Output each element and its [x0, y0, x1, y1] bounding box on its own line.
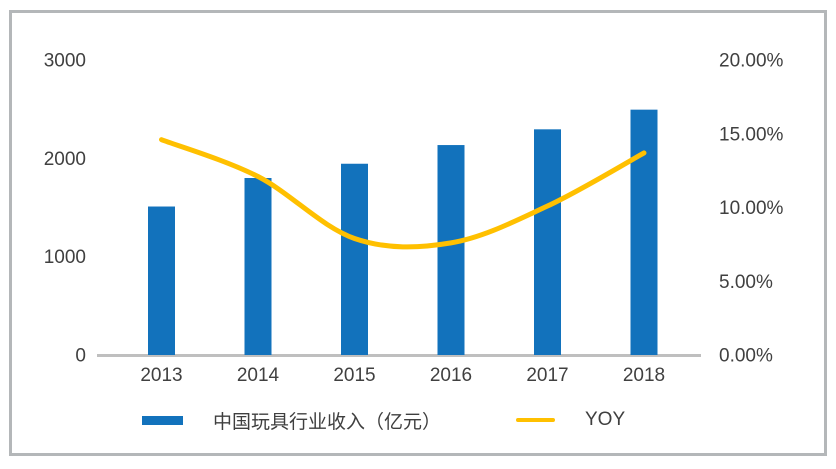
bar-2013 — [148, 206, 175, 355]
x-axis-label-2017: 2017 — [526, 365, 568, 386]
yoy-legend-label: YOY — [585, 409, 626, 430]
bar-2017 — [534, 129, 561, 355]
panel-border — [9, 10, 827, 456]
right-axis-tick-20: 20.00% — [719, 51, 784, 72]
legend-item-yoy: YOY — [516, 404, 625, 436]
legend-item-revenue: 中国玩具行业收入（亿元） — [142, 404, 441, 436]
x-axis-label-2013: 2013 — [140, 365, 182, 386]
revenue-legend-swatch-icon — [142, 415, 183, 425]
chart-legend: 中国玩具行业收入（亿元） YOY — [0, 404, 836, 436]
right-axis-tick-15: 15.00% — [719, 124, 784, 145]
right-axis-tick-5: 5.00% — [719, 272, 773, 293]
yoy-line — [159, 137, 647, 250]
bar-2018 — [630, 109, 658, 356]
revenue-legend-label: 中国玩具行业收入（亿元） — [213, 411, 442, 433]
right-axis-tick-0: 0.00% — [719, 346, 773, 367]
x-axis-label-2016: 2016 — [430, 365, 472, 386]
left-axis-tick-2000: 2000 — [44, 149, 86, 170]
x-axis-label-2014: 2014 — [237, 365, 280, 386]
left-axis-tick-1000: 1000 — [44, 247, 86, 268]
bar-2015 — [341, 163, 368, 355]
left-axis-tick-0: 0 — [75, 346, 86, 367]
right-axis-tick-10: 10.00% — [719, 198, 784, 219]
x-axis-label-2018: 2018 — [623, 365, 665, 386]
bar-2016 — [437, 145, 465, 355]
left-axis-tick-3000: 3000 — [44, 51, 86, 72]
yoy-legend-swatch-icon — [516, 418, 555, 422]
bar-2014 — [244, 178, 272, 355]
x-axis-label-2015: 2015 — [333, 365, 375, 386]
